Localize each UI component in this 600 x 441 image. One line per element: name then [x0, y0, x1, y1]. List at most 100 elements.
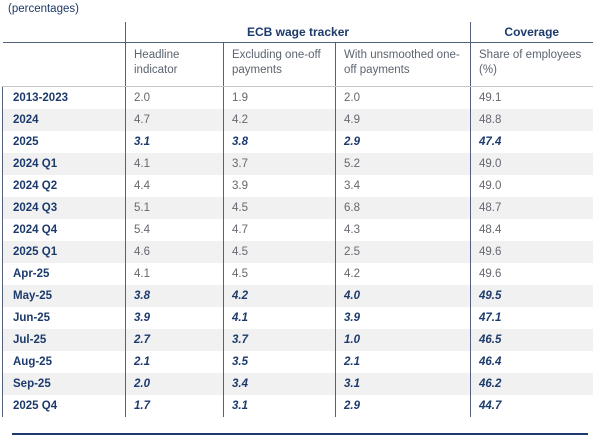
- value-cell: 47.4: [470, 131, 593, 153]
- table-row: Sep-25 2.0 3.4 3.1 46.2: [2, 373, 593, 395]
- group-header-spacer: [2, 22, 126, 43]
- value-cell: 2.1: [125, 351, 224, 373]
- value-cell: 4.5: [223, 263, 336, 285]
- value-cell: 4.2: [223, 109, 336, 131]
- value-cell: 2.5: [334, 241, 471, 263]
- value-cell: 1.9: [223, 86, 336, 109]
- row-label: 2024 Q2: [2, 175, 126, 197]
- value-cell: 4.1: [125, 263, 224, 285]
- value-cell: 4.7: [125, 109, 224, 131]
- table-row: 2025 Q4 1.7 3.1 2.9 44.7: [2, 395, 593, 417]
- value-cell: 3.8: [125, 285, 224, 307]
- value-cell: 3.1: [223, 395, 336, 417]
- value-cell: 4.2: [223, 285, 336, 307]
- value-cell: 3.8: [223, 131, 336, 153]
- value-cell: 4.3: [334, 219, 471, 241]
- table-row: 2013-2023 2.0 1.9 2.0 49.1: [2, 86, 593, 109]
- column-header-headline-indicator: Headline indicator: [125, 42, 224, 87]
- value-cell: 2.7: [125, 329, 224, 351]
- group-header-ecb-wage-tracker: ECB wage tracker: [124, 22, 471, 43]
- group-header-row: ECB wage tracker Coverage: [2, 22, 593, 43]
- value-cell: 46.4: [470, 351, 593, 373]
- column-header-spacer: [2, 42, 126, 87]
- value-cell: 49.6: [470, 241, 593, 263]
- column-header-excluding-one-off: Excluding one-off payments: [223, 42, 336, 87]
- table-row: May-25 3.8 4.2 4.0 49.5: [2, 285, 593, 307]
- row-label: 2025: [2, 131, 126, 153]
- value-cell: 1.0: [334, 329, 471, 351]
- value-cell: 3.9: [334, 307, 471, 329]
- table-row: 2024 Q2 4.4 3.9 3.4 49.0: [2, 175, 593, 197]
- value-cell: 49.5: [470, 285, 593, 307]
- value-cell: 4.1: [223, 307, 336, 329]
- table-row: 2025 Q1 4.6 4.5 2.5 49.6: [2, 241, 593, 263]
- value-cell: 4.7: [223, 219, 336, 241]
- value-cell: 2.1: [334, 351, 471, 373]
- value-cell: 5.2: [334, 153, 471, 175]
- value-cell: 44.7: [470, 395, 593, 417]
- row-label: Aug-25: [2, 351, 126, 373]
- column-header-share-of-employees: Share of employees (%): [470, 42, 593, 87]
- value-cell: 4.5: [223, 197, 336, 219]
- row-label: Sep-25: [2, 373, 126, 395]
- value-cell: 3.9: [125, 307, 224, 329]
- table-row: 2025 3.1 3.8 2.9 47.4: [2, 131, 593, 153]
- value-cell: 46.5: [470, 329, 593, 351]
- table-row: Apr-25 4.1 4.5 4.2 49.6: [2, 263, 593, 285]
- value-cell: 6.8: [334, 197, 471, 219]
- value-cell: 3.1: [125, 131, 224, 153]
- row-label: Jun-25: [2, 307, 126, 329]
- value-cell: 2.0: [125, 86, 224, 109]
- value-cell: 1.7: [125, 395, 224, 417]
- value-cell: 4.5: [223, 241, 336, 263]
- wage-tracker-table: ECB wage tracker Coverage Headline indic…: [2, 22, 593, 417]
- value-cell: 46.2: [470, 373, 593, 395]
- table-header: ECB wage tracker Coverage Headline indic…: [2, 22, 593, 87]
- table-row: Aug-25 2.1 3.5 2.1 46.4: [2, 351, 593, 373]
- value-cell: 49.6: [470, 263, 593, 285]
- wage-tracker-table-container: ECB wage tracker Coverage Headline indic…: [2, 22, 593, 417]
- value-cell: 3.9: [223, 175, 336, 197]
- value-cell: 3.4: [334, 175, 471, 197]
- row-label: Jul-25: [2, 329, 126, 351]
- value-cell: 4.1: [125, 153, 224, 175]
- value-cell: 49.0: [470, 153, 593, 175]
- value-cell: 2.0: [125, 373, 224, 395]
- column-header-unsmoothed-one-off: With unsmoothed one-off payments: [334, 42, 471, 87]
- table-row: 2024 Q4 5.4 4.7 4.3 48.4: [2, 219, 593, 241]
- value-cell: 5.1: [125, 197, 224, 219]
- table-row: Jul-25 2.7 3.7 1.0 46.5: [2, 329, 593, 351]
- row-label: 2025 Q1: [2, 241, 126, 263]
- table-row: 2024 Q1 4.1 3.7 5.2 49.0: [2, 153, 593, 175]
- table-row: Jun-25 3.9 4.1 3.9 47.1: [2, 307, 593, 329]
- value-cell: 4.9: [334, 109, 471, 131]
- value-cell: 2.9: [334, 131, 471, 153]
- value-cell: 48.7: [470, 197, 593, 219]
- table-row: 2024 4.7 4.2 4.9 48.8: [2, 109, 593, 131]
- value-cell: 49.1: [470, 86, 593, 109]
- value-cell: 3.4: [223, 373, 336, 395]
- value-cell: 4.2: [334, 263, 471, 285]
- value-cell: 4.6: [125, 241, 224, 263]
- value-cell: 2.9: [334, 395, 471, 417]
- value-cell: 2.0: [334, 86, 471, 109]
- table-row: 2024 Q3 5.1 4.5 6.8 48.7: [2, 197, 593, 219]
- value-cell: 5.4: [125, 219, 224, 241]
- value-cell: 3.7: [223, 153, 336, 175]
- value-cell: 4.4: [125, 175, 224, 197]
- value-cell: 3.1: [334, 373, 471, 395]
- value-cell: 3.7: [223, 329, 336, 351]
- value-cell: 48.4: [470, 219, 593, 241]
- row-label: 2024 Q3: [2, 197, 126, 219]
- row-label: 2024 Q1: [2, 153, 126, 175]
- row-label: 2024 Q4: [2, 219, 126, 241]
- row-label: May-25: [2, 285, 126, 307]
- value-cell: 48.8: [470, 109, 593, 131]
- footer-divider: [12, 433, 588, 435]
- value-cell: 4.0: [334, 285, 471, 307]
- table-body: 2013-2023 2.0 1.9 2.0 49.1 2024 4.7 4.2 4.9 48.8 2…: [2, 86, 593, 417]
- row-label: Apr-25: [2, 263, 126, 285]
- value-cell: 3.5: [223, 351, 336, 373]
- row-label: 2013-2023: [2, 86, 126, 109]
- value-cell: 49.0: [470, 175, 593, 197]
